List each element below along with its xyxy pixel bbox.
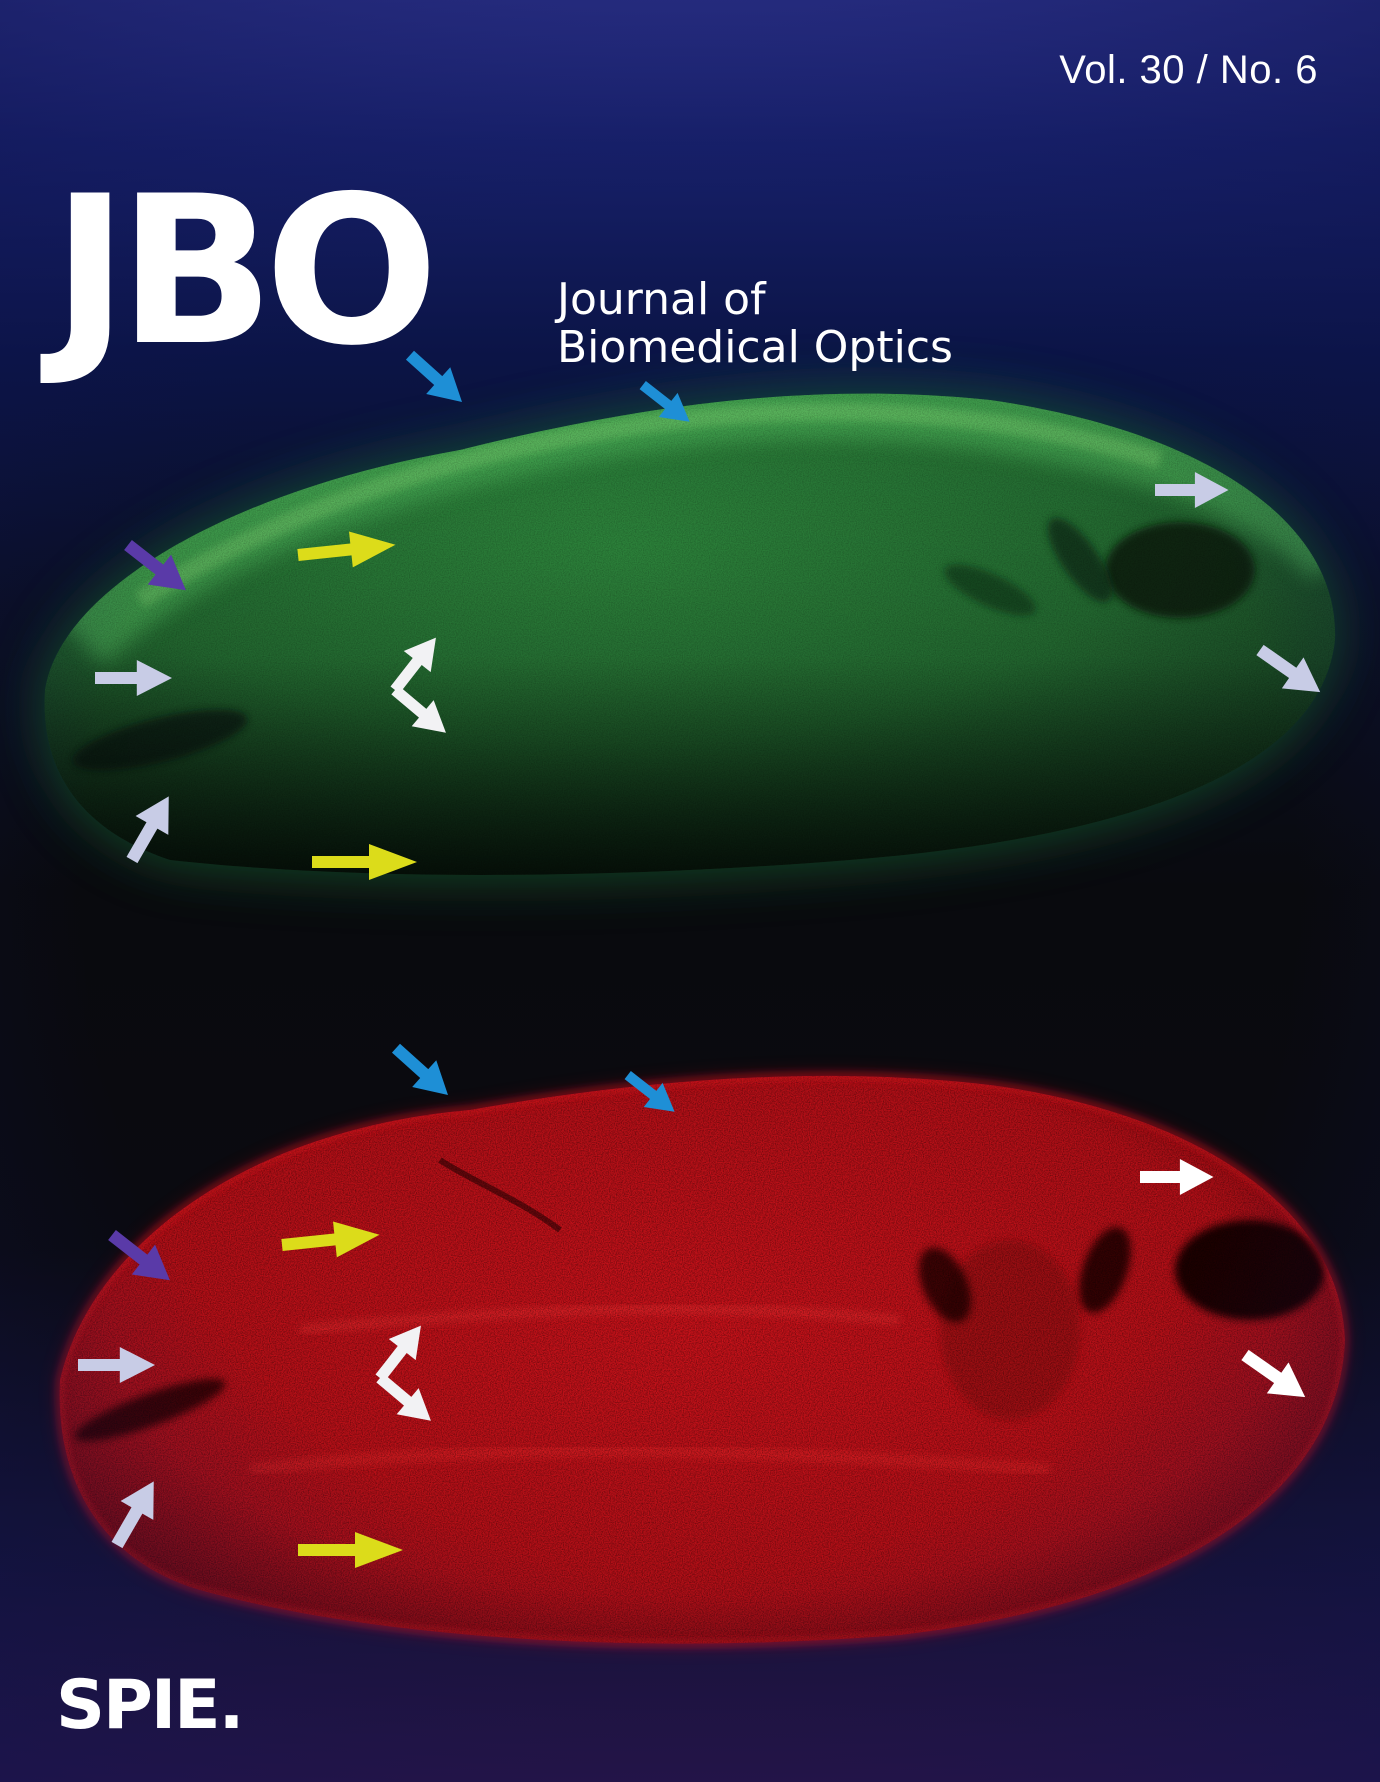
arrow-lavender-icon (100, 1471, 171, 1555)
arrow-yellow-icon (296, 526, 398, 573)
arrow-purple-icon (100, 1220, 182, 1296)
arrow-white-icon (366, 1315, 442, 1434)
publisher-logo: SPIE. (56, 1666, 244, 1745)
journal-title: Journal of Biomedical Optics (557, 276, 953, 372)
arrow-blue-icon (383, 1034, 461, 1109)
arrow-white-icon (381, 627, 457, 746)
arrow-yellow-icon (280, 1216, 382, 1263)
arrow-yellow-icon (312, 844, 417, 880)
issue-volume: Vol. 30 / No. 6 (1059, 48, 1318, 92)
arrow-lavender-icon (78, 1347, 155, 1383)
arrow-lavender-icon (1155, 472, 1229, 508)
arrow-lavender-icon (115, 786, 186, 870)
journal-title-line-1: Journal of (557, 274, 766, 325)
arrow-white-icon (1140, 1159, 1214, 1195)
arrow-lavender-icon (1249, 634, 1332, 708)
arrow-yellow-icon (298, 1532, 403, 1568)
journal-logo: JBO (52, 153, 439, 391)
arrow-purple-icon (116, 530, 198, 606)
arrow-lavender-icon (95, 660, 172, 696)
arrow-blue-icon (633, 373, 700, 434)
arrow-white-icon (1234, 1339, 1317, 1413)
journal-title-line-2: Biomedical Optics (557, 322, 953, 373)
arrow-blue-icon (618, 1063, 685, 1124)
